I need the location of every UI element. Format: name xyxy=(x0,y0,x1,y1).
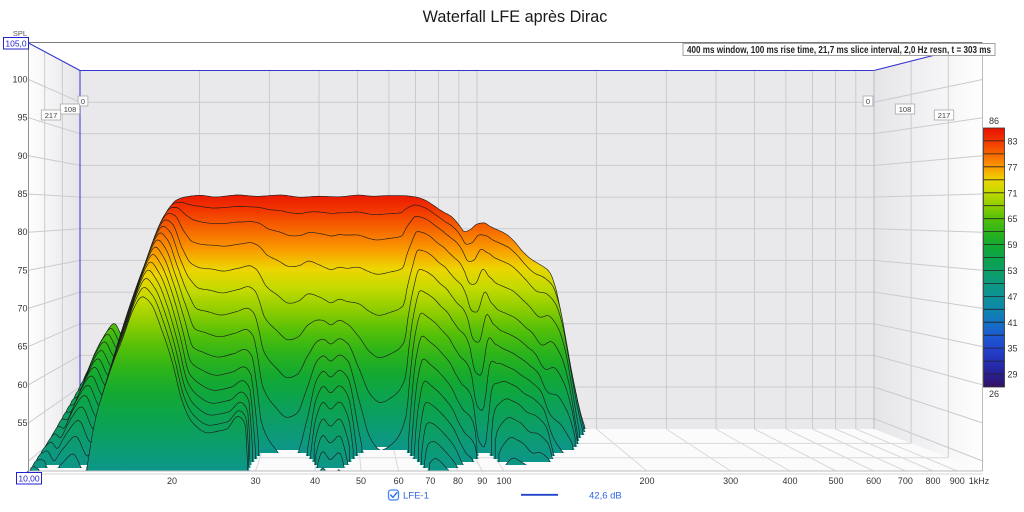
svg-text:30: 30 xyxy=(251,476,261,486)
svg-text:0: 0 xyxy=(866,97,870,106)
svg-text:0: 0 xyxy=(81,97,85,106)
svg-text:65: 65 xyxy=(1008,214,1018,224)
svg-text:60: 60 xyxy=(17,380,27,390)
svg-text:41: 41 xyxy=(1008,318,1018,328)
svg-text:55: 55 xyxy=(17,418,27,428)
svg-text:86: 86 xyxy=(989,116,999,126)
svg-text:90: 90 xyxy=(477,476,487,486)
svg-text:100: 100 xyxy=(12,75,27,85)
svg-text:500: 500 xyxy=(828,476,843,486)
svg-text:10,00: 10,00 xyxy=(18,474,40,484)
svg-text:70: 70 xyxy=(425,476,435,486)
svg-text:Waterfall LFE après Dirac: Waterfall LFE après Dirac xyxy=(423,8,608,26)
svg-text:200: 200 xyxy=(639,476,654,486)
svg-text:47: 47 xyxy=(1008,292,1018,302)
svg-text:108: 108 xyxy=(899,105,912,114)
svg-text:90: 90 xyxy=(17,151,27,161)
svg-text:700: 700 xyxy=(898,476,913,486)
svg-text:LFE-1: LFE-1 xyxy=(403,491,429,502)
svg-text:70: 70 xyxy=(17,303,27,313)
svg-text:71: 71 xyxy=(1008,188,1018,198)
svg-text:50: 50 xyxy=(356,476,366,486)
svg-text:900: 900 xyxy=(950,476,965,486)
svg-text:95: 95 xyxy=(17,113,27,123)
svg-text:26: 26 xyxy=(989,389,999,399)
svg-text:20: 20 xyxy=(167,476,177,486)
svg-text:400 ms window, 100 ms rise tim: 400 ms window, 100 ms rise time, 21,7 ms… xyxy=(687,45,991,56)
svg-text:108: 108 xyxy=(64,105,77,114)
svg-text:400: 400 xyxy=(782,476,797,486)
svg-text:35: 35 xyxy=(1008,344,1018,354)
svg-text:105,0: 105,0 xyxy=(5,39,27,49)
svg-text:SPL: SPL xyxy=(13,29,27,38)
svg-text:800: 800 xyxy=(925,476,940,486)
svg-text:60: 60 xyxy=(394,476,404,486)
svg-text:40: 40 xyxy=(310,476,320,486)
svg-text:100: 100 xyxy=(496,476,511,486)
svg-text:29: 29 xyxy=(1008,370,1018,380)
svg-text:65: 65 xyxy=(17,342,27,352)
svg-text:80: 80 xyxy=(17,227,27,237)
svg-text:77: 77 xyxy=(1008,162,1018,172)
svg-text:217: 217 xyxy=(938,111,951,120)
svg-text:83: 83 xyxy=(1008,136,1018,146)
svg-text:600: 600 xyxy=(866,476,881,486)
svg-text:85: 85 xyxy=(17,189,27,199)
svg-text:53: 53 xyxy=(1008,266,1018,276)
svg-text:59: 59 xyxy=(1008,240,1018,250)
svg-text:80: 80 xyxy=(453,476,463,486)
svg-text:75: 75 xyxy=(17,265,27,275)
svg-text:300: 300 xyxy=(723,476,738,486)
svg-text:217: 217 xyxy=(45,111,58,120)
svg-text:1kHz: 1kHz xyxy=(969,476,990,486)
svg-text:42,6 dB: 42,6 dB xyxy=(589,491,622,502)
